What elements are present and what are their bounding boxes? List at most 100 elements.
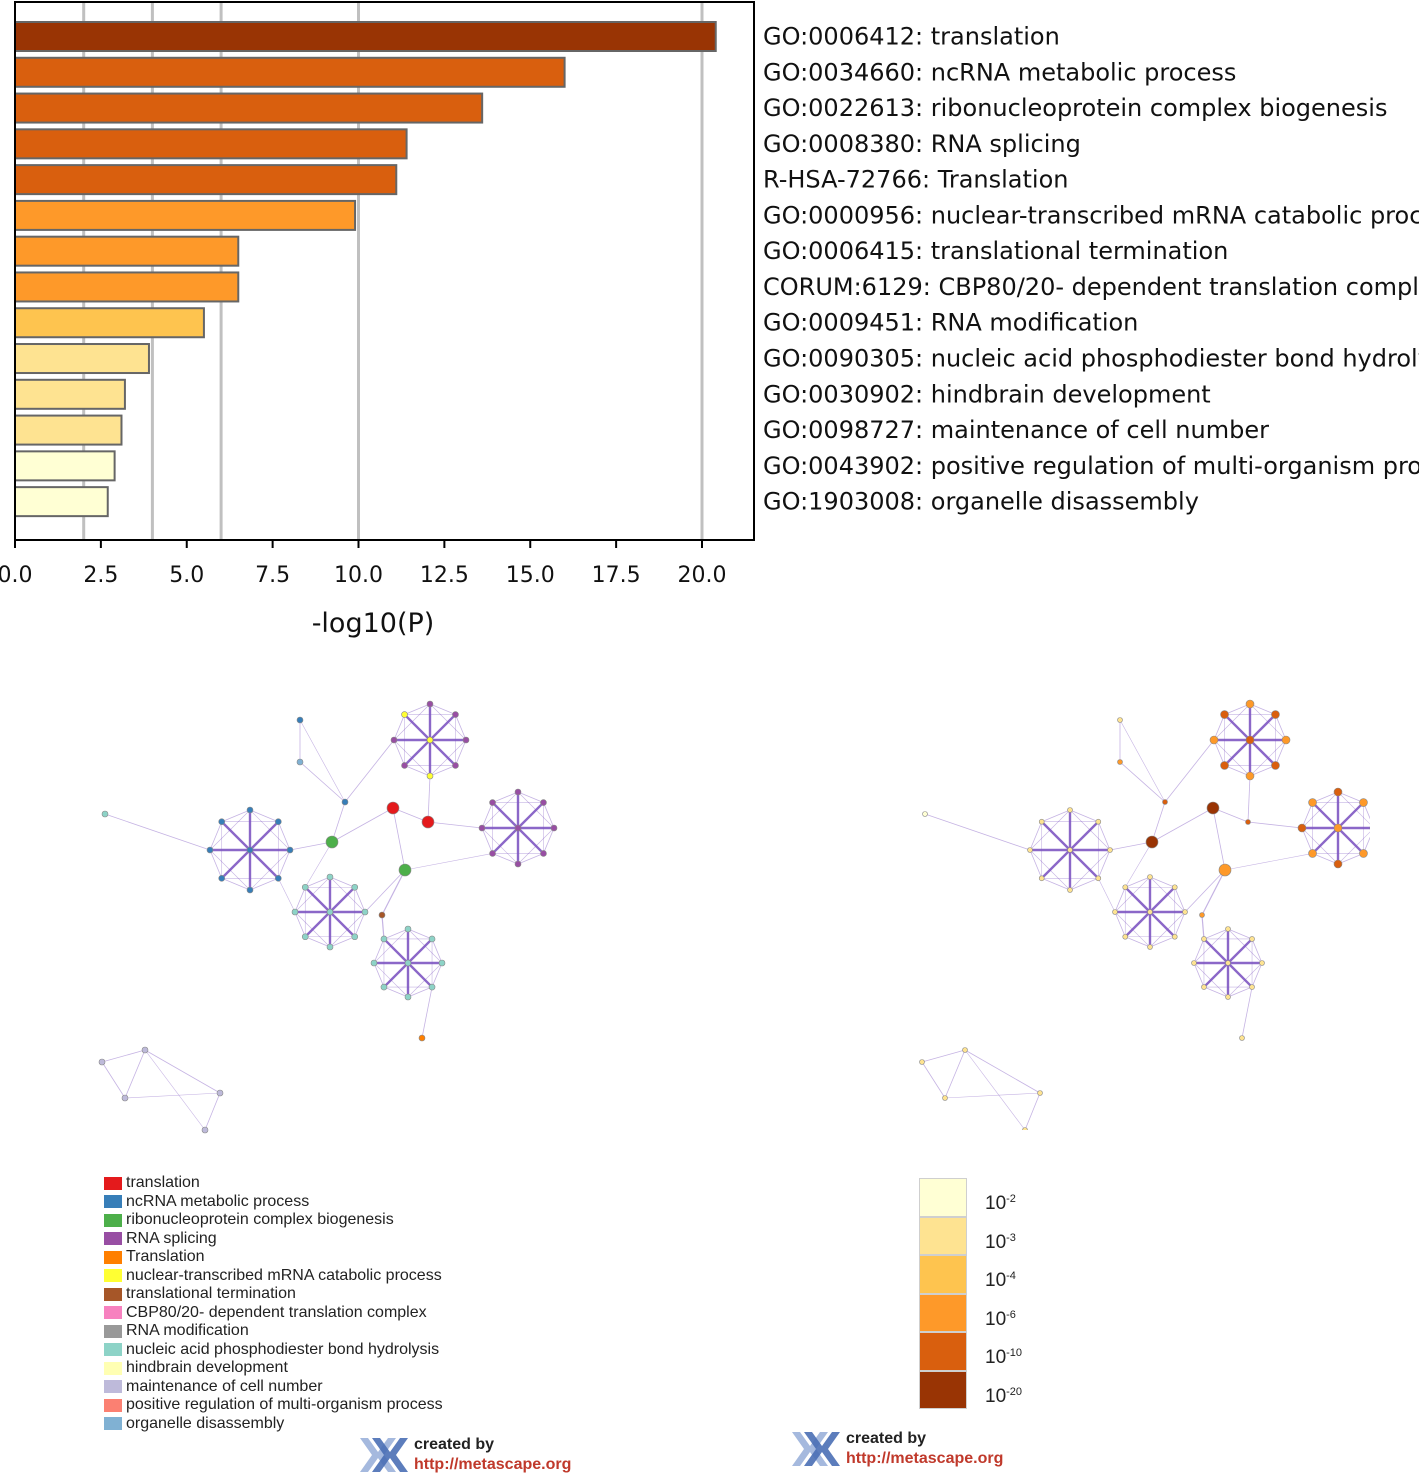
network-edge	[455, 714, 467, 741]
network-edge	[407, 938, 433, 964]
network-node	[1122, 933, 1129, 940]
network-edge	[101, 1049, 146, 1063]
network-node	[478, 824, 486, 832]
credit-url[interactable]: http://metascape.org	[414, 1456, 572, 1473]
category-label: GO:0098727: maintenance of cell number	[763, 416, 1269, 444]
credit-url[interactable]: http://metascape.org	[846, 1450, 1004, 1467]
network-edge	[1241, 986, 1253, 1039]
network-edge	[304, 886, 331, 913]
network-node	[404, 959, 412, 967]
network-edge	[427, 775, 431, 823]
network-node	[246, 886, 254, 894]
scale-swatch	[919, 1370, 967, 1409]
network-edge	[1249, 739, 1277, 767]
network-node	[922, 811, 928, 817]
network-edge	[921, 1061, 946, 1099]
network-node	[1308, 798, 1317, 807]
x-ticks: 0.0 2.5 5.0 7.5 10.0 12.5 15.0 17.5 20.0	[0, 540, 726, 588]
network-node	[462, 736, 470, 744]
network-edge	[1337, 853, 1364, 865]
network-node	[1171, 884, 1178, 891]
network-edge	[543, 802, 555, 829]
network-edge	[455, 739, 467, 766]
pvalue-scale-labels: 10-2 10-3 10-4 10-6 10-10 10-20	[985, 1180, 1022, 1411]
bar	[14, 128, 408, 160]
network-node	[1281, 735, 1291, 745]
network-edge	[373, 938, 385, 964]
legend-swatch	[104, 1287, 122, 1301]
bar	[14, 56, 566, 88]
network-node	[1067, 887, 1073, 893]
legend-label: maintenance of cell number	[126, 1377, 323, 1395]
legend-label: ncRNA metabolic process	[126, 1192, 310, 1210]
network-edge	[1337, 801, 1365, 829]
scale-label-base: 10	[985, 1347, 1007, 1368]
network-edge	[1249, 703, 1276, 715]
legend-item: nucleic acid phosphodiester bond hydroly…	[104, 1341, 443, 1360]
network-edge	[144, 1049, 221, 1094]
tick-label: 20.0	[678, 563, 727, 588]
network-edge	[1337, 827, 1365, 855]
network-node	[274, 818, 282, 826]
legend-item: Translation	[104, 1248, 443, 1267]
network-node	[1249, 936, 1255, 942]
network-edge	[221, 877, 251, 891]
bar	[14, 343, 150, 375]
network-edge	[364, 869, 406, 913]
network-edge	[491, 801, 519, 829]
network-edge	[1029, 849, 1043, 879]
scale-label-base: 10	[985, 1270, 1007, 1291]
network-node	[351, 883, 359, 891]
network-node	[550, 824, 558, 832]
network-edge	[1114, 911, 1126, 937]
category-label: GO:0034660: ncRNA metabolic process	[763, 58, 1236, 86]
network-edge	[277, 849, 291, 879]
network-node	[1201, 984, 1207, 990]
network-edge	[1151, 807, 1214, 843]
scale-label: 10-4	[985, 1257, 1022, 1296]
network-edge	[383, 928, 409, 940]
network-node	[274, 874, 282, 882]
network-edges	[101, 703, 555, 1131]
legend-item: translational termination	[104, 1285, 443, 1304]
network-edge	[1041, 809, 1071, 823]
network-edge	[220, 820, 251, 851]
network-edge	[1097, 821, 1111, 851]
tick-label: 10.0	[334, 563, 383, 588]
tick-label: 12.5	[420, 563, 469, 588]
network-edge	[517, 791, 544, 803]
legend-swatch	[104, 1343, 122, 1357]
network-edge	[1040, 849, 1071, 880]
network-edge	[407, 986, 433, 998]
network-edge	[407, 928, 433, 940]
scale-label-base: 10	[985, 1193, 1007, 1214]
network-edge	[383, 962, 409, 988]
network-edge	[393, 714, 405, 741]
network-edge	[964, 1049, 1026, 1130]
network-edge	[1174, 911, 1186, 937]
bar	[14, 378, 126, 410]
network-edge	[209, 821, 223, 851]
network-node	[1308, 849, 1317, 858]
scale-label-exponent: -6	[1006, 1308, 1016, 1321]
legend-item: nuclear-transcribed mRNA catabolic proce…	[104, 1267, 443, 1286]
network-edge	[404, 853, 493, 871]
network-edge	[1201, 914, 1205, 940]
network-edge	[1041, 877, 1071, 891]
network-node	[398, 863, 412, 877]
network-node	[1199, 912, 1205, 918]
network-edge	[294, 887, 306, 913]
network-edge	[1069, 809, 1099, 823]
network-node	[1095, 875, 1102, 882]
network-edge	[299, 761, 346, 803]
network-node	[452, 762, 459, 769]
network-node	[1117, 759, 1123, 765]
network-edge	[492, 853, 519, 865]
network-edge	[1227, 928, 1253, 940]
network-edge	[1114, 887, 1126, 913]
tick-label: 0.0	[0, 563, 33, 588]
network-edge	[331, 807, 394, 843]
network-node	[390, 736, 398, 744]
network-node	[452, 711, 459, 718]
metascape-credit-right: created by http://metascape.org	[790, 1430, 1090, 1472]
